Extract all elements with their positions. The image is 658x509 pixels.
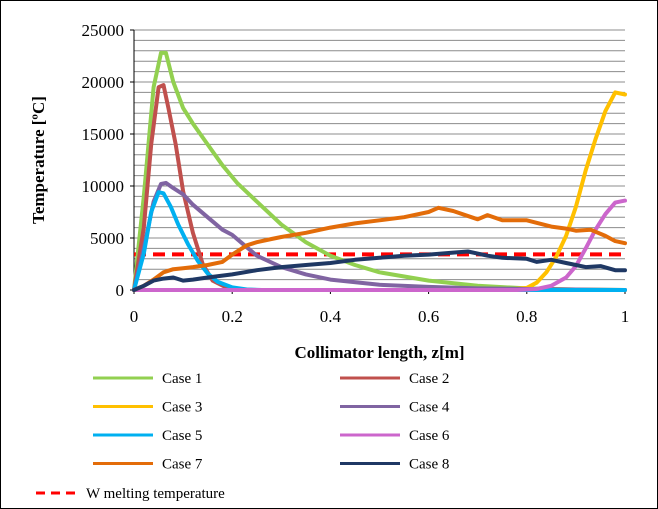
legend-label: Case 3 [162, 400, 202, 416]
legend-label: Case 2 [409, 371, 449, 387]
y-axis-label: Temperature [ºC] [29, 96, 48, 224]
x-tick-label: 0.4 [320, 307, 342, 326]
series-line-case-1 [132, 50, 627, 292]
legend-label: Case 5 [162, 428, 202, 444]
x-axis-label: Collimator length, z[m] [294, 343, 464, 362]
x-tick-label: 0.6 [418, 307, 439, 326]
series-line-case-7 [132, 205, 627, 292]
y-tick-label: 25000 [82, 21, 125, 40]
y-tick-label: 15000 [82, 125, 125, 144]
y-tick-label: 5000 [90, 229, 124, 248]
x-tick-label: 1 [621, 307, 630, 326]
series-line-case-8 [132, 249, 627, 292]
x-tick-label: 0 [130, 307, 139, 326]
y-tick-label: 0 [116, 281, 125, 300]
legend-label: Case 8 [409, 457, 449, 473]
x-tick-label: 0.2 [222, 307, 243, 326]
series-line-case-4 [132, 180, 627, 292]
series-lines [132, 50, 627, 292]
legend-label: Case 4 [409, 400, 450, 416]
gridlines [134, 29, 625, 281]
axes [133, 30, 625, 291]
legend-label: Case 7 [162, 457, 203, 473]
legend-label: Case 6 [409, 428, 450, 444]
x-tick-labels: 0 0.2 0.4 0.6 0.8 1 [130, 290, 630, 326]
legend: Case 1 Case 2 Case 3 Case 4 Case 5 Case 6 Case… [36, 371, 450, 502]
y-tick-labels: 0 5000 10000 15000 20000 25000 [82, 21, 134, 300]
legend-label: Case 1 [162, 371, 202, 387]
y-tick-label: 20000 [82, 73, 125, 92]
legend-label: W melting temperature [86, 486, 225, 502]
x-tick-label: 0.8 [516, 307, 537, 326]
y-tick-label: 10000 [82, 177, 125, 196]
